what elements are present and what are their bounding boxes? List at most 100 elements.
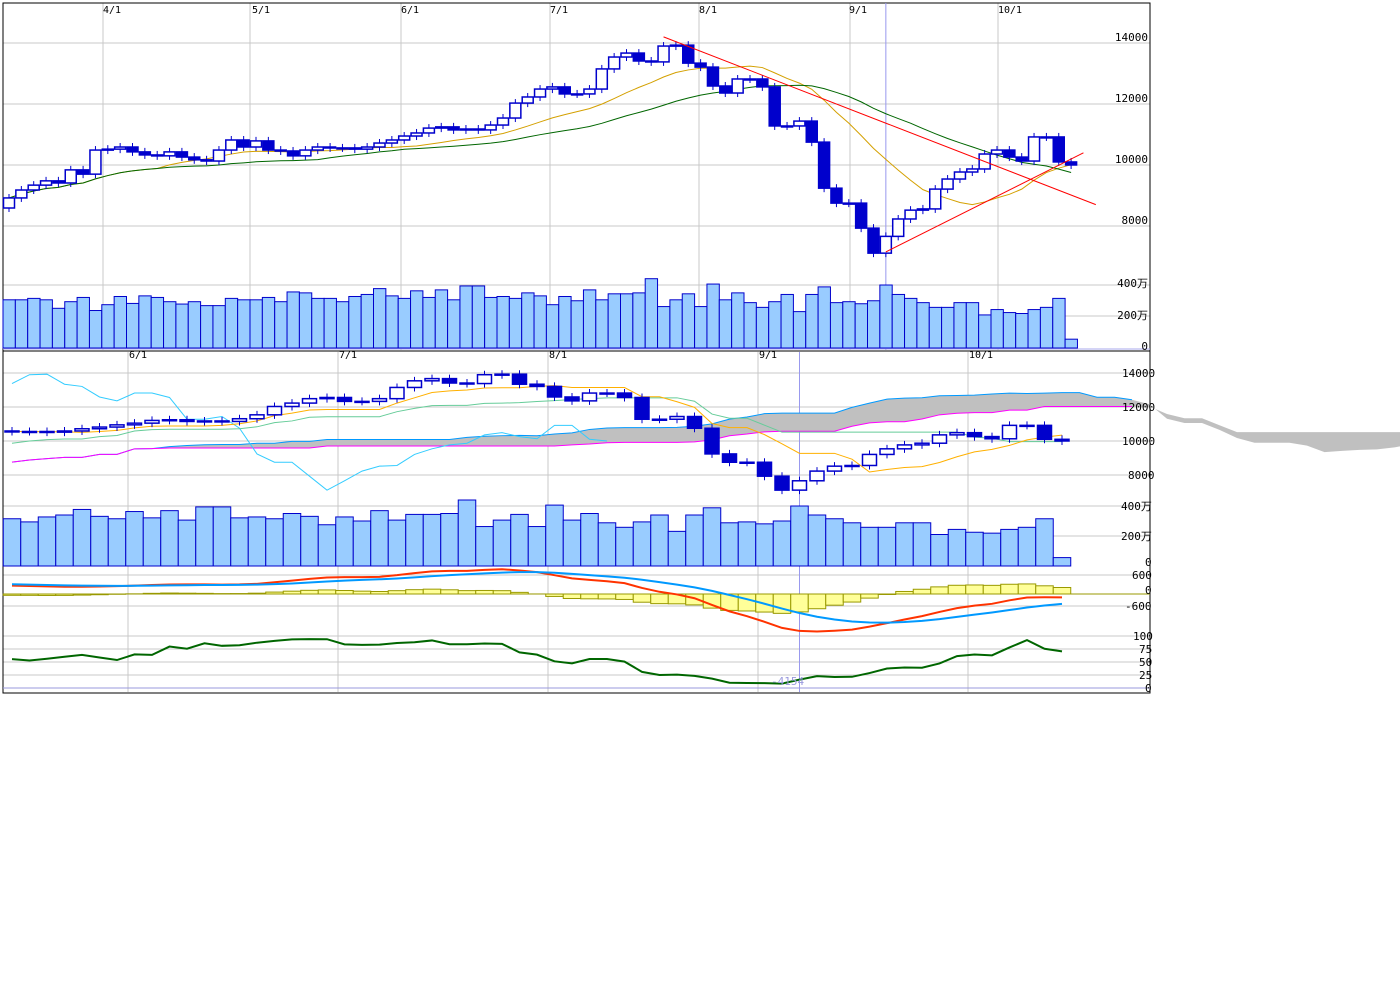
candle-down	[756, 78, 769, 88]
candle-down	[447, 126, 460, 131]
candle-up	[126, 422, 143, 426]
candle-up	[826, 465, 843, 472]
candle-down	[1015, 156, 1028, 162]
volume-bar	[64, 301, 78, 349]
y-tick-label: 8000	[1122, 214, 1149, 227]
volume-bar	[475, 526, 494, 567]
volume-bar	[387, 519, 407, 567]
candle-up	[570, 93, 584, 96]
candle-down	[768, 86, 781, 127]
volume-bar	[422, 513, 442, 567]
volume-bar	[1035, 518, 1054, 567]
ichimoku-kijun	[11, 397, 1062, 444]
candle-up	[389, 386, 405, 400]
volume-bar	[107, 518, 127, 567]
volume-bar	[941, 306, 955, 349]
candle-up	[476, 373, 493, 385]
candle-down	[719, 85, 732, 94]
trendline	[885, 152, 1084, 253]
y-tick-label: 0	[1145, 682, 1152, 695]
candle-up	[39, 180, 53, 186]
macd-histogram-bar	[1017, 583, 1037, 595]
volume-bar	[854, 303, 869, 349]
candle-up	[113, 146, 127, 150]
volume-bar	[681, 293, 696, 349]
volume-bar	[286, 291, 300, 349]
candle-up	[1001, 424, 1018, 440]
candle-down	[138, 151, 152, 156]
volume-bar	[484, 296, 498, 349]
candle-up	[249, 414, 265, 420]
volume-bar	[558, 295, 572, 349]
volume-bar	[570, 300, 584, 349]
x-tick-label: 9/1	[849, 5, 867, 16]
volume-bar	[829, 302, 844, 349]
volume-bar	[2, 299, 16, 349]
volume-bar	[737, 521, 757, 567]
candle-down	[756, 461, 773, 477]
macd-histogram-bar	[422, 588, 442, 595]
candle-down	[704, 427, 720, 455]
candle-down	[564, 396, 580, 402]
volume-bar	[508, 297, 523, 349]
volume-bar	[582, 289, 597, 349]
macd-histogram-bar	[1035, 585, 1054, 595]
volume-bar	[187, 301, 202, 349]
candle-down	[616, 392, 633, 399]
volume-bar	[20, 521, 39, 567]
volume-bar	[667, 530, 687, 567]
y-tick-label: 200万	[1121, 530, 1152, 543]
macd-histogram-bar	[860, 593, 879, 599]
candle-down	[686, 415, 703, 429]
candle-down	[175, 151, 189, 158]
candle-up	[161, 419, 178, 422]
volume-bar	[1039, 306, 1054, 349]
y-tick-label: 100	[1133, 630, 1153, 643]
candle-down	[867, 227, 880, 254]
y-tick-label: 10000	[1122, 435, 1155, 448]
candle-up	[743, 78, 757, 81]
volume-bar	[492, 519, 512, 567]
volume-bar	[720, 522, 739, 567]
volume-bar	[1017, 526, 1037, 567]
candle-down	[1054, 438, 1070, 442]
macd-histogram-bar	[842, 593, 862, 603]
volume-bar	[230, 517, 249, 567]
candle-down	[1003, 149, 1016, 158]
volume-bar	[595, 299, 609, 349]
volume-bar	[860, 526, 879, 567]
candle-up	[780, 125, 794, 128]
volume-bar	[101, 304, 115, 349]
volume-bar	[527, 526, 547, 567]
candle-up	[406, 380, 423, 389]
volume-bar	[249, 299, 263, 349]
volume-bar	[27, 297, 41, 349]
volume-bar	[457, 499, 477, 567]
candle-down	[4, 430, 20, 433]
chart-marks	[2, 3, 1400, 692]
candle-down	[966, 431, 983, 438]
candle-up	[212, 149, 226, 162]
macd-histogram-bar	[912, 588, 932, 595]
candle-up	[15, 189, 28, 199]
candle-up	[459, 128, 473, 131]
candle-up	[21, 430, 38, 434]
macd-histogram-bar	[685, 593, 704, 606]
candle-up	[424, 377, 440, 382]
candle-up	[496, 117, 510, 126]
volume-bar	[768, 301, 782, 349]
macd-histogram-bar	[947, 584, 967, 595]
oscillator-line	[11, 638, 1063, 685]
candle-down	[721, 453, 738, 464]
volume-bar	[867, 300, 881, 349]
candle-up	[891, 218, 905, 238]
candle-up	[793, 120, 806, 127]
candle-up	[1019, 424, 1035, 428]
candle-up	[904, 209, 917, 220]
volume-bar	[125, 511, 144, 567]
volume-bar	[632, 521, 652, 567]
candle-down	[214, 420, 230, 423]
candle-up	[599, 392, 615, 395]
volume-bar	[496, 295, 510, 349]
volume-bar	[644, 278, 659, 349]
